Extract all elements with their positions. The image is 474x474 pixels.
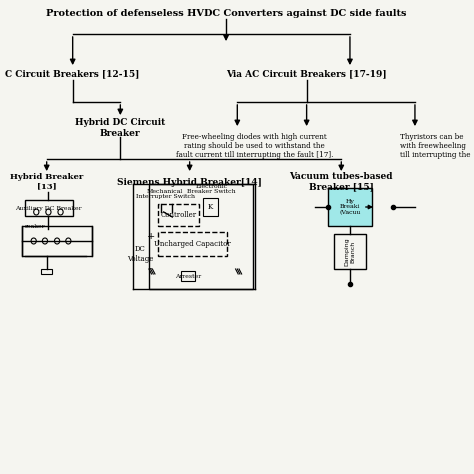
Text: Uncharged Capacitor: Uncharged Capacitor: [154, 240, 231, 248]
Text: Via AC Circuit Breakers [17-19]: Via AC Circuit Breakers [17-19]: [226, 70, 387, 79]
Text: Hybrid Breaker
[13]: Hybrid Breaker [13]: [10, 173, 83, 191]
Bar: [181, 271, 195, 281]
Text: reaker: reaker: [25, 224, 46, 228]
Text: Electronic
Breaker Switch: Electronic Breaker Switch: [187, 183, 236, 194]
Text: Protection of defenseless HVDC Converters against DC side faults: Protection of defenseless HVDC Converter…: [46, 9, 406, 18]
Text: Free-wheeling diodes with high current
rating should be used to withstand the
fa: Free-wheeling diodes with high current r…: [176, 133, 333, 159]
Bar: [42, 269, 52, 274]
Text: C Circuit Breakers [12-15]: C Circuit Breakers [12-15]: [6, 70, 140, 79]
Bar: [157, 232, 227, 256]
Text: Mechanical
Interrupter Switch: Mechanical Interrupter Switch: [136, 189, 195, 200]
Bar: [149, 184, 253, 289]
Bar: [328, 188, 372, 226]
Text: Vacuum tubes-based
Breaker [15]: Vacuum tubes-based Breaker [15]: [290, 173, 393, 191]
Text: Controller: Controller: [160, 211, 196, 219]
Bar: [334, 234, 365, 269]
Text: K: K: [208, 203, 213, 211]
Text: Damping
Branch: Damping Branch: [345, 237, 356, 266]
Text: Arrester: Arrester: [175, 273, 201, 279]
Text: DC
Voltage: DC Voltage: [127, 246, 154, 263]
Text: Thyristors can be
with freewheeling
till interrupting the: Thyristors can be with freewheeling till…: [400, 133, 471, 159]
Text: Hy
Breaki
(Vacuu: Hy Breaki (Vacuu: [339, 199, 361, 215]
Text: Hybrid DC Circuit
Breaker: Hybrid DC Circuit Breaker: [75, 118, 165, 138]
Text: Siemens Hybrid Breaker[14]: Siemens Hybrid Breaker[14]: [117, 177, 262, 186]
Bar: [25, 200, 73, 216]
Bar: [157, 204, 199, 226]
Text: +: +: [146, 231, 155, 240]
Text: -: -: [149, 264, 152, 273]
Bar: [22, 226, 92, 256]
Text: Auxiliary DC Breaker: Auxiliary DC Breaker: [15, 206, 82, 210]
Bar: [203, 198, 218, 216]
